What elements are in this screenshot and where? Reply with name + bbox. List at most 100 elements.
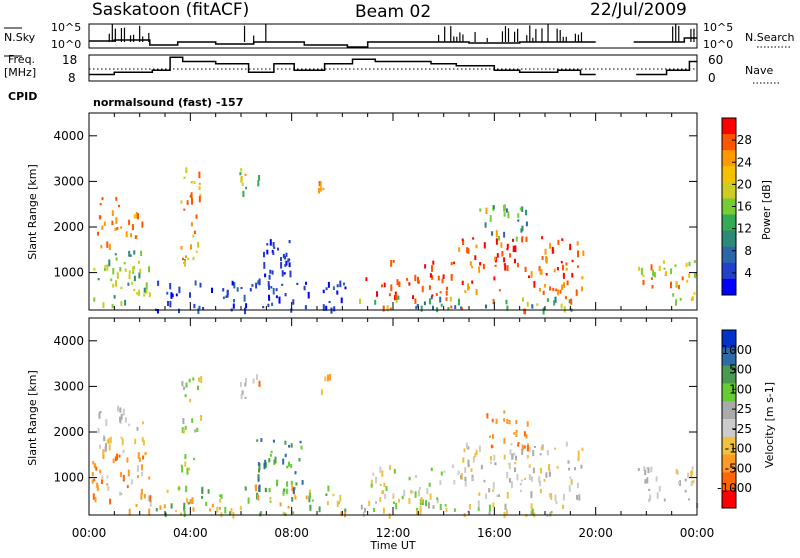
heatmap-cell (244, 486, 247, 491)
heatmap-cell (647, 467, 650, 473)
heatmap-cell (494, 264, 497, 267)
heatmap-cell (252, 378, 255, 384)
heatmap-cell (256, 439, 259, 442)
heatmap-cell (515, 236, 518, 242)
heatmap-cell (395, 502, 398, 510)
freq-label-line2: [MHz] (4, 66, 36, 79)
heatmap-cell (485, 493, 488, 499)
heatmap-cell (170, 503, 173, 509)
heatmap-cell (262, 306, 265, 309)
heatmap-cell (406, 277, 409, 281)
heatmap-cell (420, 496, 423, 503)
heatmap-cell (136, 427, 139, 431)
heatmap-cell (282, 253, 285, 259)
heatmap-cell (263, 251, 265, 258)
heatmap-cell (505, 509, 508, 515)
heatmap-cell (382, 507, 385, 514)
heatmap-cell (397, 295, 400, 300)
heatmap-cell (526, 445, 529, 452)
heatmap-cell (180, 245, 183, 250)
heatmap-cell (207, 489, 210, 494)
heatmap-cell (266, 243, 269, 246)
heatmap-cell (336, 290, 339, 295)
heatmap-cell (332, 493, 335, 497)
heatmap-cell (149, 495, 152, 502)
heatmap-cell (477, 500, 480, 508)
heatmap-cell (520, 479, 523, 482)
heatmap-cell (644, 479, 647, 484)
heatmap-cell (268, 284, 270, 290)
heatmap-cell (431, 294, 434, 297)
heatmap-cell (539, 467, 542, 474)
heatmap-cell (517, 213, 520, 218)
heatmap-cell (142, 455, 145, 460)
heatmap-cell (493, 256, 496, 261)
heatmap-cell (129, 254, 132, 257)
heatmap-cell (141, 471, 144, 477)
heatmap-cell (430, 467, 433, 472)
heatmap-cell (284, 512, 287, 517)
heatmap-cell (533, 446, 536, 448)
heatmap-cell (98, 412, 101, 419)
heatmap-cell (111, 220, 114, 226)
heatmap-cell (503, 231, 506, 238)
nsky-series-line (89, 24, 697, 48)
heatmap-cell (546, 450, 549, 456)
heatmap-cell (489, 461, 492, 465)
heatmap-cell (543, 478, 546, 482)
heatmap-cell (691, 296, 694, 301)
heatmap-cell (656, 492, 659, 499)
heatmap-cell (506, 491, 509, 499)
heatmap-cell (256, 374, 258, 380)
colorbar-tick-label: -1000 (717, 481, 752, 495)
y-tick-label: 1000 (53, 266, 84, 280)
heatmap-cell (180, 512, 182, 516)
heatmap-cell (560, 303, 563, 309)
heatmap-cell (95, 466, 98, 471)
heatmap-cell (305, 281, 307, 285)
heatmap-cell (393, 468, 396, 474)
heatmap-cell (517, 219, 520, 222)
heatmap-cell (467, 459, 470, 467)
heatmap-cell (479, 262, 482, 266)
heatmap-cell (284, 264, 287, 267)
heatmap-cell (444, 504, 447, 507)
heatmap-cell (92, 493, 95, 500)
colorbar-tick-label: 8 (744, 244, 752, 258)
heatmap-cell (461, 307, 463, 311)
heatmap-cell (278, 296, 281, 304)
colorbar-tick-label: 100 (729, 382, 752, 396)
heatmap-cell (568, 299, 571, 304)
heatmap-cell (688, 498, 690, 501)
heatmap-cell (494, 462, 497, 465)
heatmap-cell (577, 265, 579, 268)
heatmap-cell (209, 508, 212, 512)
heatmap-cell (488, 511, 491, 516)
heatmap-cell (258, 175, 261, 181)
heatmap-cell (548, 463, 550, 471)
heatmap-cell (272, 288, 275, 295)
heatmap-cell (188, 378, 191, 383)
heatmap-cell (196, 427, 199, 432)
heatmap-cell (512, 238, 514, 242)
heatmap-cell (189, 292, 191, 298)
heatmap-cell (287, 506, 290, 509)
heatmap-cell (230, 508, 233, 513)
heatmap-cell (392, 496, 395, 499)
heatmap-cell (292, 511, 295, 514)
heatmap-cell (184, 394, 187, 398)
heatmap-cell (136, 465, 139, 472)
heatmap-cell (244, 173, 247, 176)
heatmap-cell (655, 476, 658, 482)
heatmap-cell (131, 282, 134, 285)
heatmap-cell (571, 272, 574, 278)
time-tick-label: 00:00 (680, 526, 715, 540)
heatmap-cell (384, 493, 387, 499)
heatmap-cell (670, 281, 672, 289)
heatmap-cell (257, 462, 260, 466)
heatmap-cell (496, 494, 499, 498)
heatmap-cell (658, 265, 661, 271)
heatmap-cell (562, 493, 565, 501)
heatmap-cell (108, 444, 111, 451)
heatmap-cell (450, 305, 453, 309)
